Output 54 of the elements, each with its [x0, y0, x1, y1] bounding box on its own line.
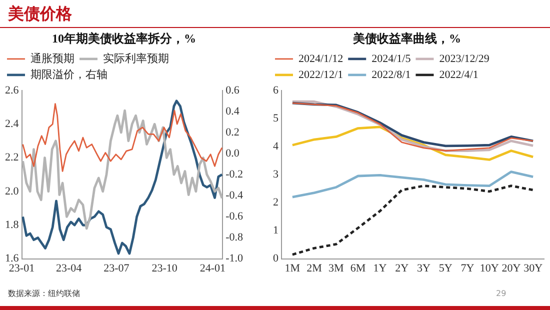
- y-tick-label: 2.0: [5, 185, 20, 198]
- x-tick-label: 23-07: [104, 262, 130, 274]
- y-tick-label: 1: [273, 224, 278, 237]
- y-tick-label: 2.2: [5, 152, 19, 164]
- chart-title: 美债收益率曲线，%: [352, 31, 461, 46]
- x-tick-label: 23-04: [56, 262, 82, 274]
- x-tick-label: 23-10: [152, 262, 178, 274]
- legend-label: 2024/1/5: [372, 52, 412, 65]
- y-tick-label: 1.6: [5, 252, 20, 265]
- y-tick-label: 0: [273, 252, 279, 265]
- y-tick-label: 2: [273, 196, 278, 209]
- x-tick-label: 20Y: [502, 262, 521, 274]
- y2-tick-label: 0.2: [226, 126, 240, 138]
- legend-label: 期限溢价，右轴: [30, 68, 108, 81]
- y2-tick-label: 0.6: [226, 84, 240, 96]
- x-tick-label: 23-01: [8, 262, 35, 274]
- x-tick-label: 2Y: [395, 262, 409, 274]
- chart-title: 10年期美债收益率拆分，%: [52, 31, 196, 46]
- legend-label: 实际利率预期: [103, 52, 169, 65]
- x-tick-label: 6M: [350, 262, 366, 274]
- x-tick-label: 5Y: [438, 262, 452, 274]
- y-tick-label: 4: [273, 140, 279, 152]
- x-tick-label: 24-01: [200, 262, 226, 274]
- legend-label: 2024/1/12: [298, 52, 344, 65]
- x-tick-label: 1Y: [373, 262, 387, 274]
- y2-tick-label: 0.4: [226, 105, 240, 118]
- y2-tick-label: 0.0: [226, 147, 240, 160]
- source-note: 数据来源：纽约联储: [8, 288, 80, 299]
- legend-label: 2023/12/29: [439, 52, 490, 65]
- y2-tick-label: -0.8: [226, 232, 244, 244]
- legend-label: 2022/12/1: [298, 68, 344, 81]
- x-tick-label: 10Y: [480, 262, 499, 274]
- legend-label: 2022/4/1: [439, 68, 478, 81]
- y-tick-label: 2.6: [5, 84, 20, 96]
- x-tick-label: 30Y: [524, 262, 543, 274]
- y-tick-label: 6: [273, 84, 279, 96]
- x-tick-label: 2M: [306, 262, 322, 274]
- y-tick-label: 1.8: [5, 219, 20, 232]
- y2-tick-label: -0.6: [226, 210, 244, 223]
- y2-tick-label: -0.2: [226, 168, 244, 180]
- y2-tick-label: -0.4: [226, 190, 244, 202]
- line-series: [291, 184, 534, 256]
- x-tick-label: 3Y: [416, 262, 430, 274]
- text: 美债价格: [8, 4, 72, 25]
- legend-label: 2022/8/1: [372, 68, 411, 81]
- y-tick-label: 2.4: [5, 118, 20, 130]
- y-tick-label: 3: [273, 168, 279, 180]
- text: 29: [496, 289, 506, 298]
- x-tick-label: 3M: [328, 262, 344, 274]
- x-tick-label: 1M: [284, 262, 300, 274]
- legend-label: 通胀预期: [30, 52, 74, 65]
- y2-tick-label: -1.0: [226, 252, 244, 265]
- y-tick-label: 5: [273, 112, 279, 124]
- x-tick-label: 7Y: [460, 262, 474, 274]
